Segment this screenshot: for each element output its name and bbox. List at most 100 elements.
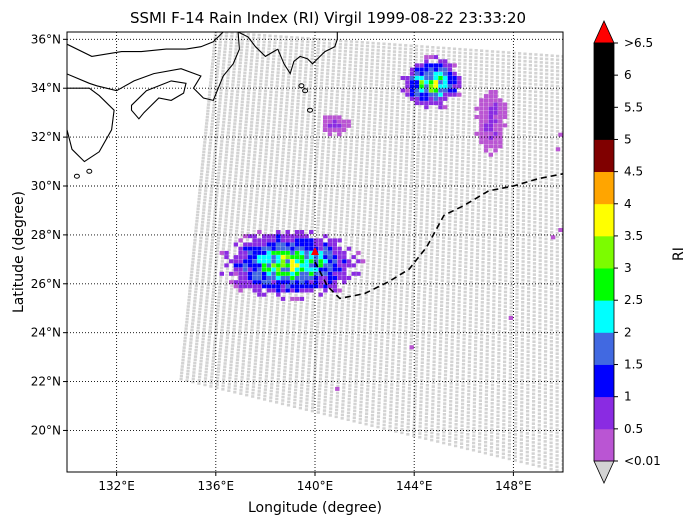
swath-pixel: [492, 299, 496, 303]
swath-pixel: [471, 179, 475, 182]
swath-pixel: [273, 176, 278, 180]
swath-pixel: [398, 187, 402, 190]
swath-pixel: [225, 147, 229, 150]
swath-pixel: [299, 133, 303, 137]
swath-pixel: [506, 139, 510, 143]
swath-pixel: [243, 136, 247, 140]
swath-pixel: [344, 39, 348, 43]
swath-pixel: [423, 279, 427, 283]
swath-pixel: [527, 235, 531, 238]
swath-pixel: [498, 245, 502, 249]
swath-pixel: [396, 239, 400, 243]
swath-pixel: [410, 164, 414, 167]
swath-pixel: [368, 214, 372, 218]
swath-pixel: [245, 114, 249, 117]
swath-pixel: [477, 198, 481, 201]
swath-pixel: [313, 179, 317, 182]
swath-pixel: [533, 236, 537, 239]
swath-pixel: [435, 253, 439, 256]
swath-pixel: [550, 99, 554, 103]
swath-pixel: [561, 266, 563, 270]
swath-pixel: [407, 238, 411, 241]
swath-pixel: [207, 97, 211, 100]
swath-pixel: [386, 67, 390, 70]
swath-pixel: [501, 91, 505, 94]
swath-pixel: [404, 174, 408, 177]
swath-pixel: [561, 285, 563, 289]
swath-pixel: [510, 217, 514, 221]
swath-pixel: [392, 60, 396, 64]
swath-pixel: [523, 85, 527, 89]
swath-pixel: [470, 222, 474, 226]
swath-pixel: [434, 296, 438, 299]
swath-pixel: [281, 227, 285, 231]
swath-pixel: [298, 150, 302, 153]
swath-pixel: [342, 162, 347, 166]
swath-pixel: [480, 290, 485, 293]
swath-pixel: [287, 65, 292, 69]
swath-pixel: [456, 112, 460, 116]
swath-pixel: [463, 279, 467, 283]
swath-pixel: [368, 207, 373, 211]
swath-pixel: [381, 304, 385, 307]
swath-pixel: [252, 157, 256, 160]
swath-pixel: [266, 60, 270, 64]
swath-pixel: [300, 116, 305, 120]
swath-pixel: [225, 208, 229, 212]
swath-pixel: [265, 139, 269, 142]
swath-pixel: [533, 135, 537, 138]
swath-pixel: [376, 45, 380, 49]
swath-pixel: [328, 215, 332, 218]
swath-pixel: [284, 115, 288, 118]
swath-pixel: [223, 163, 227, 166]
swath-pixel: [281, 224, 285, 228]
swath-pixel: [425, 205, 430, 209]
swath-pixel: [271, 133, 275, 136]
swath-pixel: [394, 271, 398, 274]
swath-pixel: [271, 206, 275, 209]
swath-pixel: [349, 146, 353, 149]
swath-pixel: [561, 89, 563, 92]
swath-pixel: [533, 150, 537, 153]
swath-pixel: [423, 283, 427, 287]
swath-pixel: [372, 124, 377, 128]
swath-pixel: [493, 211, 497, 215]
swath-pixel: [202, 205, 206, 208]
swath-pixel: [400, 131, 404, 135]
swath-pixel: [467, 120, 471, 124]
swath-pixel: [490, 64, 494, 68]
swath-pixel: [447, 258, 451, 262]
swath-pixel: [265, 70, 269, 73]
swath-pixel: [221, 66, 225, 69]
swath-pixel: [486, 280, 490, 283]
swath-pixel: [533, 124, 537, 127]
swath-pixel: [377, 275, 381, 278]
swath-pixel: [491, 325, 496, 328]
swath-pixel: [229, 167, 233, 170]
swath-pixel: [329, 103, 333, 106]
swath-pixel: [520, 330, 524, 334]
swath-pixel: [237, 80, 241, 84]
swath-pixel: [522, 108, 527, 111]
swath-pixel: [256, 180, 260, 184]
swath-pixel: [379, 230, 383, 233]
swath-pixel: [378, 129, 382, 132]
swath-pixel: [549, 321, 553, 324]
swath-pixel: [384, 108, 388, 112]
swath-pixel: [232, 196, 236, 200]
swath-pixel: [257, 95, 262, 99]
swath-pixel: [197, 201, 201, 204]
swath-pixel: [340, 200, 344, 203]
swath-pixel: [550, 276, 554, 279]
swath-pixel: [240, 231, 244, 234]
swath-pixel: [392, 67, 396, 71]
swath-pixel: [492, 310, 496, 314]
swath-pixel: [322, 221, 326, 224]
swath-pixel: [323, 197, 327, 201]
swath-pixel: [212, 226, 216, 229]
swath-pixel: [486, 313, 490, 316]
swath-pixel: [510, 203, 514, 206]
swath-pixel: [241, 90, 245, 94]
swath-pixel: [221, 185, 225, 189]
swath-pixel: [211, 174, 215, 177]
